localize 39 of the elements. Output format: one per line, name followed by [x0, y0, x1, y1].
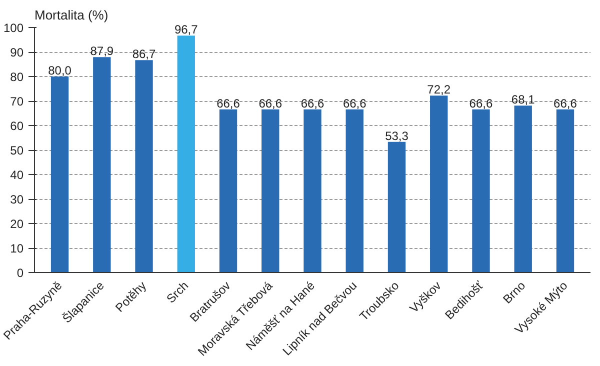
- data-label: 72,2: [427, 82, 451, 97]
- bar: [346, 109, 364, 272]
- bar: [430, 96, 448, 272]
- bar: [93, 57, 111, 272]
- y-tick-label: 40: [10, 168, 24, 182]
- data-label: 66,6: [554, 96, 578, 110]
- y-tick-label: 60: [10, 119, 24, 133]
- data-label: 66,6: [300, 96, 325, 110]
- data-label: 53,3: [385, 128, 409, 143]
- y-tick-label: 10: [10, 242, 24, 256]
- bar: [556, 109, 574, 272]
- bar: [135, 60, 153, 272]
- y-tick-label: 90: [10, 46, 24, 60]
- bar: [177, 36, 195, 272]
- x-tick-label: Srch: [164, 278, 192, 306]
- y-tick-label: 20: [10, 217, 24, 231]
- data-label: 66,6: [469, 96, 493, 110]
- data-label: 96,7: [174, 22, 198, 37]
- y-tick-label: 0: [16, 266, 24, 280]
- data-label: 66,6: [216, 96, 240, 110]
- bar: [50, 76, 69, 272]
- data-label: 66,6: [342, 96, 367, 110]
- bar: [388, 142, 406, 272]
- bar: [514, 106, 532, 272]
- bar: [219, 109, 238, 272]
- y-tick-label: 30: [10, 192, 24, 206]
- data-label: 87,9: [90, 44, 114, 58]
- y-tick-label: 100: [3, 21, 24, 35]
- data-label: 80,0: [48, 64, 72, 78]
- bar: [262, 109, 280, 272]
- data-label: 66,6: [258, 96, 282, 110]
- data-label: 68,1: [511, 92, 536, 107]
- bar: [304, 109, 322, 272]
- y-tick-label: 50: [10, 144, 24, 158]
- data-label: 86,7: [132, 47, 156, 62]
- y-tick-label: 70: [10, 94, 24, 108]
- bar: [472, 109, 490, 272]
- y-axis-title: Mortalita (%): [34, 8, 108, 22]
- y-tick-label: 80: [10, 70, 24, 84]
